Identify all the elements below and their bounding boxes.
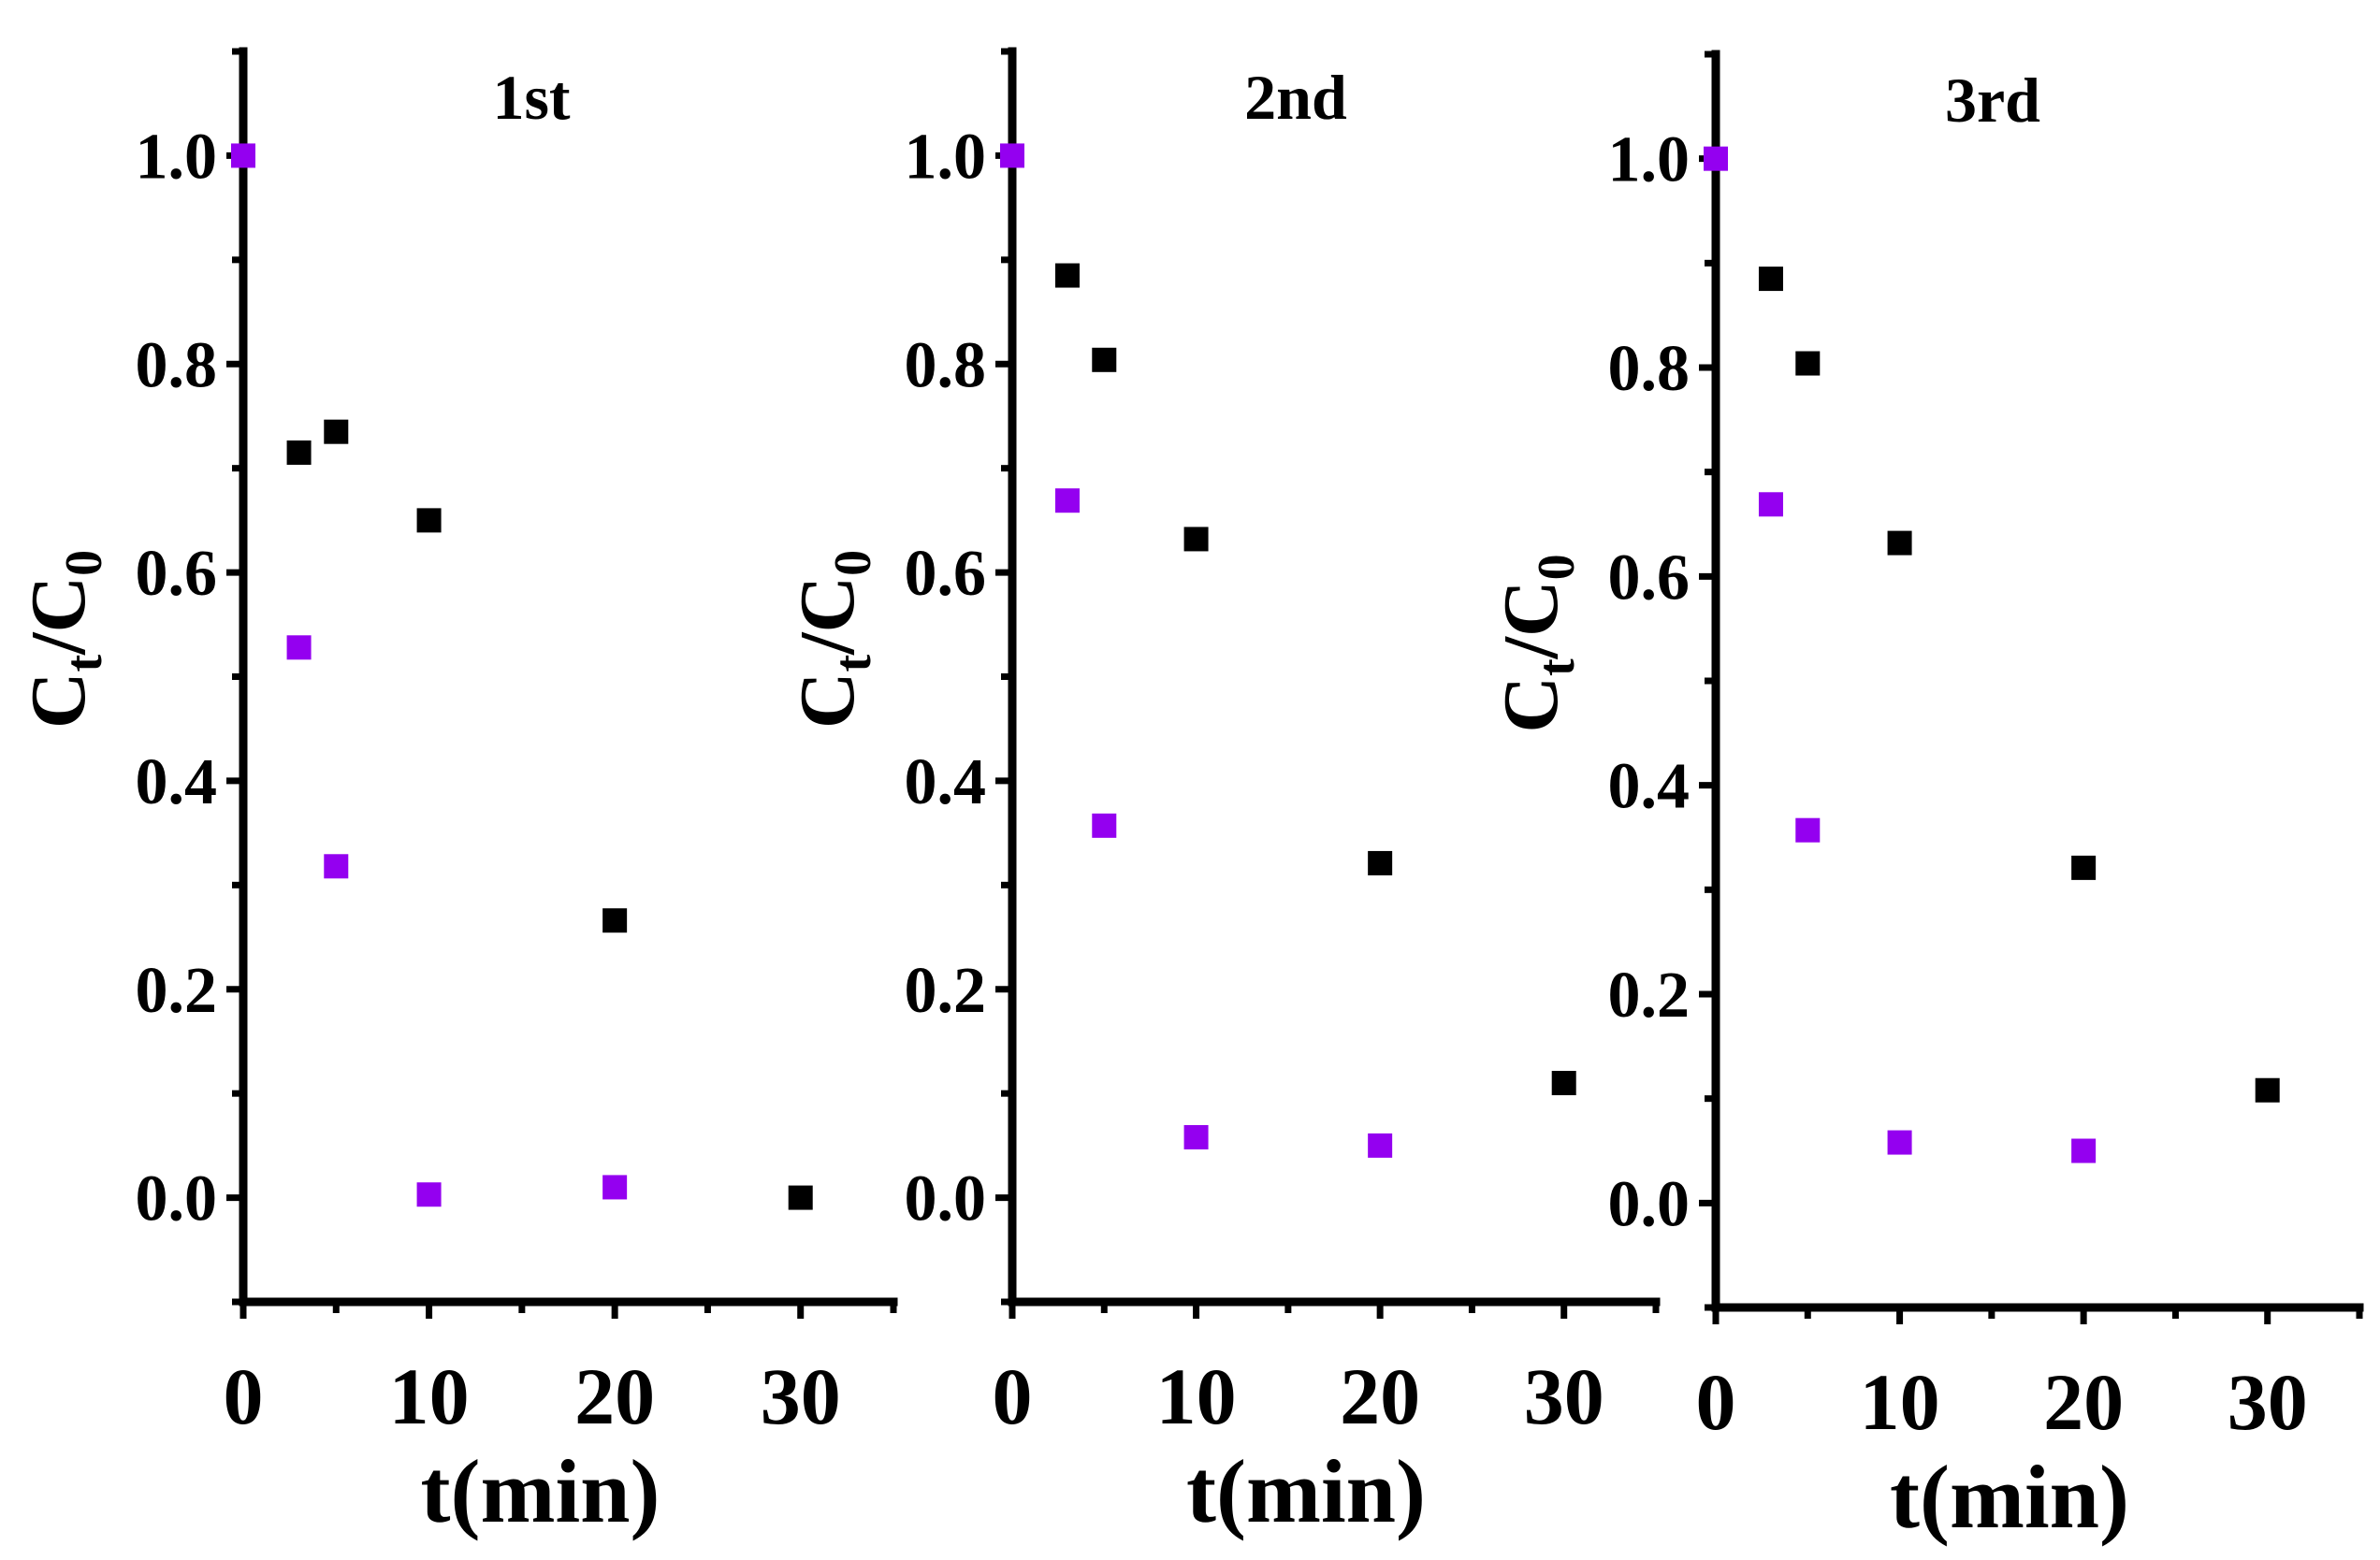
ylabel-sub-0: 0 [1528, 554, 1586, 580]
y-tick-label: 0.2 [1608, 960, 1691, 1032]
chart-title: 1st [492, 62, 570, 133]
y-tick-label: 0.6 [905, 538, 987, 610]
data-point-black [1368, 850, 1393, 875]
ylabel-main: C [1488, 676, 1575, 733]
data-point-purple [324, 854, 349, 879]
data-point-purple [1368, 1133, 1393, 1158]
ylabel-sub-0: 0 [824, 550, 882, 576]
x-tick-label: 0 [1696, 1357, 1736, 1447]
y-tick-label: 0.8 [905, 329, 987, 401]
y-axis-label: Ct/C0 [15, 550, 113, 729]
x-tick-label: 30 [2228, 1357, 2308, 1447]
data-point-purple [1092, 813, 1117, 838]
x-tick-label: 20 [2043, 1357, 2124, 1447]
ylabel-sub-0: 0 [55, 550, 113, 576]
x-tick-label: 10 [389, 1351, 470, 1441]
x-tick-label: 20 [1340, 1351, 1420, 1441]
data-point-black [1054, 263, 1080, 288]
y-tick-label: 0.4 [136, 746, 218, 818]
y-tick-label: 0.2 [136, 955, 218, 1027]
y-tick-label: 0.0 [136, 1163, 218, 1235]
data-point-black [1795, 351, 1821, 376]
data-point-black [1887, 530, 1912, 556]
ylabel-sub-t: t [1528, 658, 1586, 676]
x-axis-label: t(min) [1890, 1447, 2129, 1547]
data-point-black [788, 1185, 813, 1210]
y-tick-label: 0.8 [1608, 333, 1691, 405]
y-tick-label: 0.0 [905, 1163, 987, 1235]
y-axis-label: Ct/C0 [1488, 554, 1586, 732]
x-tick-label: 30 [1524, 1351, 1604, 1441]
x-axis-label: t(min) [1186, 1441, 1426, 1541]
y-tick-label: 0.2 [905, 955, 987, 1027]
data-point-purple [231, 143, 255, 168]
data-point-purple [602, 1175, 628, 1200]
data-point-purple [1795, 817, 1821, 843]
data-point-black [2255, 1077, 2280, 1103]
ylabel-sub-t: t [824, 654, 882, 672]
y-tick-label: 1.0 [136, 121, 218, 193]
x-tick-label: 20 [574, 1351, 655, 1441]
y-tick-label: 0.4 [905, 746, 987, 818]
ylabel-mid: /C [1488, 580, 1575, 659]
data-point-purple [2071, 1138, 2097, 1163]
data-point-black [1183, 527, 1209, 552]
data-point-purple [286, 635, 312, 660]
chart-title: 3rd [1945, 65, 2040, 136]
ylabel-main: C [15, 672, 102, 729]
y-tick-label: 0.8 [136, 329, 218, 401]
ylabel-sub-t: t [55, 654, 113, 672]
x-tick-label: 10 [1860, 1357, 1940, 1447]
data-point-purple [416, 1182, 442, 1207]
data-point-black [286, 440, 312, 465]
x-tick-label: 0 [224, 1351, 264, 1441]
y-tick-label: 1.0 [905, 121, 987, 193]
data-point-black [1758, 267, 1783, 292]
y-tick-label: 0.6 [1608, 542, 1691, 614]
data-point-black [324, 419, 349, 444]
x-tick-label: 30 [761, 1351, 841, 1441]
y-tick-label: 0.4 [1608, 751, 1691, 823]
data-point-purple [1758, 492, 1783, 517]
x-tick-label: 10 [1156, 1351, 1237, 1441]
x-axis-label: t(min) [421, 1441, 660, 1541]
y-axis-label: Ct/C0 [784, 550, 882, 729]
ylabel-mid: /C [15, 576, 102, 656]
y-tick-label: 0.0 [1608, 1168, 1691, 1240]
data-point-purple [1704, 146, 1728, 171]
data-point-purple [1887, 1130, 1912, 1155]
y-tick-label: 0.6 [136, 538, 218, 610]
data-point-purple [1000, 143, 1024, 168]
data-point-black [602, 908, 628, 933]
data-point-black [416, 508, 442, 533]
ylabel-main: C [784, 672, 871, 729]
data-point-purple [1054, 488, 1080, 513]
ylabel-mid: /C [784, 576, 871, 656]
data-point-black [1092, 347, 1117, 372]
data-point-black [1551, 1071, 1576, 1096]
data-point-black [2071, 855, 2097, 880]
chart-title: 2nd [1244, 62, 1347, 133]
data-point-purple [1183, 1124, 1209, 1149]
x-tick-label: 0 [993, 1351, 1033, 1441]
y-tick-label: 1.0 [1608, 124, 1691, 196]
